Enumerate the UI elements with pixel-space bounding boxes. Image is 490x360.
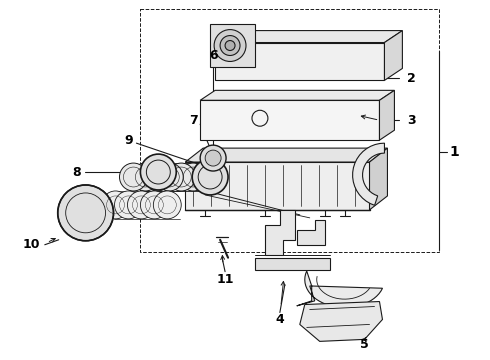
Polygon shape [200,100,379,140]
Text: 5: 5 [360,338,369,351]
Text: 9: 9 [124,134,133,147]
Circle shape [153,191,181,219]
Circle shape [155,163,183,191]
Polygon shape [210,24,255,67]
Text: 10: 10 [22,238,40,251]
Polygon shape [300,302,383,341]
Polygon shape [385,31,402,80]
Circle shape [200,145,226,171]
Circle shape [167,163,195,191]
Polygon shape [297,220,325,245]
Text: 1: 1 [449,145,459,159]
Circle shape [179,163,207,191]
Text: 11: 11 [216,273,234,286]
Circle shape [144,163,172,191]
Circle shape [191,163,219,191]
Text: 3: 3 [407,114,416,127]
Circle shape [205,150,221,166]
Polygon shape [185,148,388,162]
Polygon shape [379,90,394,140]
Polygon shape [200,90,394,100]
Polygon shape [255,258,330,270]
Circle shape [225,41,235,50]
Text: 7: 7 [189,114,197,127]
Circle shape [131,163,159,191]
Polygon shape [369,148,388,210]
Polygon shape [185,162,369,210]
Circle shape [58,185,114,241]
Circle shape [120,163,147,191]
Circle shape [127,191,155,219]
Text: 2: 2 [407,72,416,85]
Circle shape [115,191,143,219]
Circle shape [220,36,240,55]
Circle shape [192,159,228,195]
Polygon shape [265,210,295,255]
Text: 4: 4 [275,313,284,326]
Text: 6: 6 [209,49,218,62]
Circle shape [101,191,129,219]
Circle shape [214,30,246,62]
Polygon shape [215,42,385,80]
Polygon shape [353,143,385,205]
Circle shape [141,154,176,190]
Polygon shape [297,271,383,307]
Text: 8: 8 [73,166,81,179]
Polygon shape [215,31,402,42]
Circle shape [141,191,168,219]
Bar [141,9,439,252]
